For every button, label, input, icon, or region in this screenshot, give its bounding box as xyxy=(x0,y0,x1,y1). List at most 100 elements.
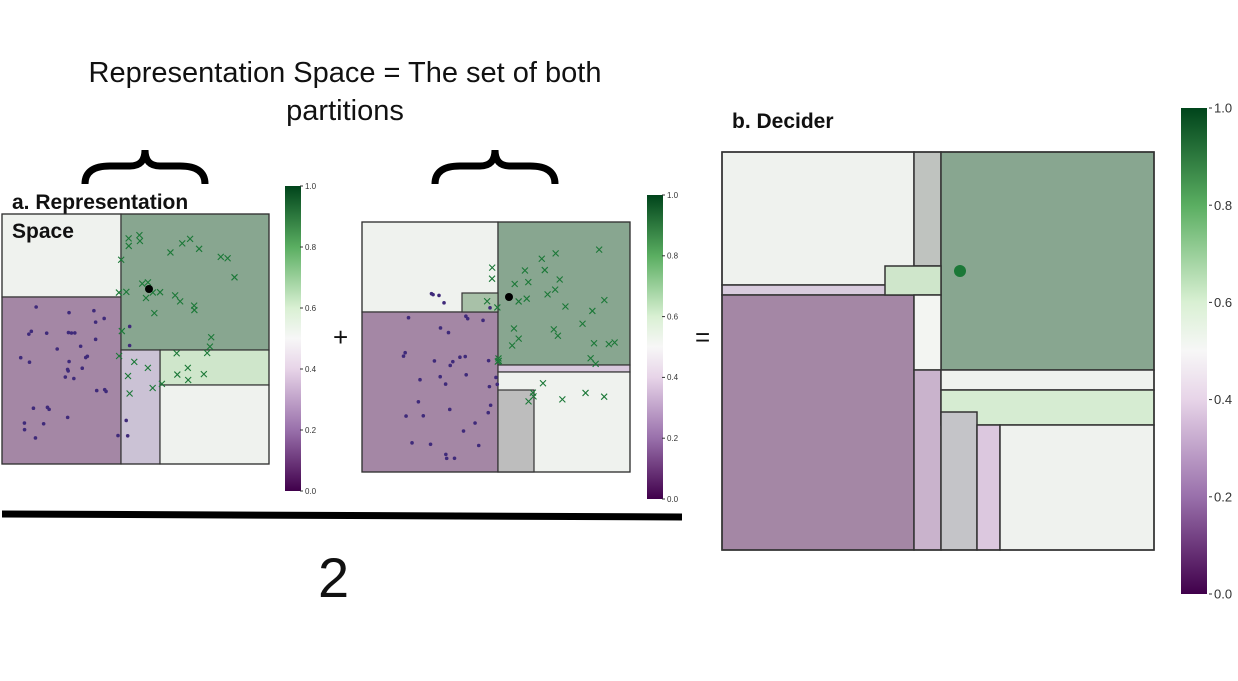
point xyxy=(447,407,452,412)
cross xyxy=(483,297,491,305)
point xyxy=(428,442,433,447)
cross xyxy=(590,339,598,347)
point xyxy=(27,360,32,364)
point xyxy=(473,421,477,425)
cross xyxy=(124,372,132,380)
point xyxy=(464,373,469,377)
cross xyxy=(605,340,613,348)
equals: = xyxy=(695,322,711,352)
cross xyxy=(115,289,123,296)
colorbar xyxy=(647,195,663,499)
cross xyxy=(524,278,532,286)
cross xyxy=(521,267,529,274)
point xyxy=(124,418,129,423)
point xyxy=(78,344,83,349)
cross xyxy=(562,303,569,310)
point xyxy=(94,388,99,393)
cross xyxy=(495,357,503,365)
partition-b xyxy=(361,221,631,473)
cross xyxy=(554,332,562,340)
cross xyxy=(611,339,619,346)
cross xyxy=(195,245,203,253)
fraction-bar xyxy=(1,510,683,521)
colorbar xyxy=(285,186,301,491)
cross xyxy=(508,342,516,349)
cross xyxy=(184,376,192,384)
cross xyxy=(184,364,192,372)
cross xyxy=(176,297,184,305)
cross xyxy=(544,291,551,298)
cross xyxy=(136,231,143,239)
cross xyxy=(118,327,126,335)
colorbar-ticks: 0.0 0.2 0.4 0.6 0.8 1.0 0.0 0.2 0.4 0.6 0.8 1.0 0.0 0… xyxy=(300,101,1232,602)
cross xyxy=(150,309,158,317)
cross xyxy=(538,255,546,263)
point xyxy=(488,306,492,310)
point xyxy=(41,421,46,426)
point xyxy=(464,314,468,319)
point xyxy=(72,376,76,381)
point xyxy=(465,316,470,321)
cross xyxy=(173,371,181,378)
point xyxy=(93,320,98,324)
plus: + xyxy=(333,322,349,352)
colorbar-tick-label: 0.4 xyxy=(667,373,679,382)
cross xyxy=(552,250,560,257)
cross xyxy=(550,325,558,333)
panel-label: a. Representation Space xyxy=(12,191,189,243)
cross xyxy=(144,278,152,286)
title: Representation Space = The set of both p… xyxy=(88,57,602,127)
point xyxy=(443,382,448,386)
colorbar-tick-label: 0.6 xyxy=(667,312,679,321)
point xyxy=(488,403,493,408)
point xyxy=(67,359,71,364)
point xyxy=(34,305,38,309)
point xyxy=(102,387,107,392)
cross xyxy=(551,286,559,294)
point xyxy=(92,308,96,313)
point xyxy=(67,310,71,315)
point xyxy=(481,318,485,323)
cross xyxy=(190,306,198,314)
point xyxy=(461,429,466,433)
point xyxy=(437,293,441,298)
point xyxy=(85,354,90,359)
point xyxy=(45,405,50,410)
point xyxy=(65,367,70,372)
denominator: 2 xyxy=(318,546,350,609)
cross xyxy=(488,275,496,283)
colorbar-tick-label: 0.8 xyxy=(1214,198,1232,213)
query-point xyxy=(954,265,966,277)
cross xyxy=(122,288,130,296)
point xyxy=(125,433,130,438)
query-point xyxy=(145,285,153,293)
scatter-b xyxy=(401,246,619,461)
point xyxy=(65,415,70,420)
point xyxy=(458,355,462,360)
cross xyxy=(117,256,125,264)
point xyxy=(63,375,68,379)
point xyxy=(444,452,448,457)
point xyxy=(495,382,500,387)
colorbar-tick-label: 1.0 xyxy=(667,191,679,200)
point xyxy=(22,427,27,432)
cross xyxy=(511,280,519,288)
point xyxy=(22,421,27,425)
point xyxy=(410,441,414,445)
colorbar-tick-label: 0.6 xyxy=(305,304,317,313)
cross xyxy=(178,239,186,247)
decider xyxy=(721,151,1155,551)
cross xyxy=(156,288,164,296)
colorbar-tick-label: 0.8 xyxy=(305,243,317,252)
cross xyxy=(144,364,152,372)
cross xyxy=(142,294,150,302)
point xyxy=(431,292,435,297)
point xyxy=(31,406,36,410)
cross xyxy=(186,235,194,243)
point xyxy=(421,413,426,418)
cross xyxy=(207,333,215,341)
point xyxy=(486,358,491,363)
cross xyxy=(158,380,166,388)
